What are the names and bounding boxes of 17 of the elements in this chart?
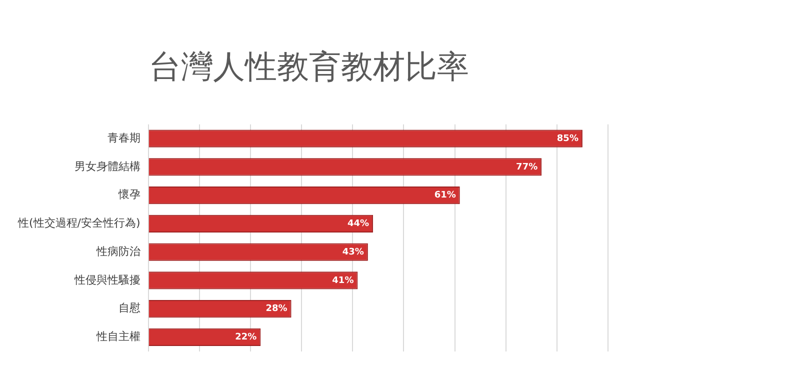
data-label: 77%: [516, 162, 538, 172]
data-label: 43%: [342, 247, 364, 258]
y-tick-label: 自慰: [118, 302, 140, 315]
data-label: 28%: [266, 304, 288, 314]
y-tick-label: 性(性交過程/安全性行為): [16, 216, 140, 230]
data-label: 41%: [332, 276, 354, 286]
chart-title: 台灣人性教育教材比率: [149, 48, 469, 86]
y-tick-label: 懷孕: [117, 188, 140, 202]
y-tick-label: 性病防治: [95, 244, 140, 258]
y-tick-label: 男女身體結構: [74, 160, 140, 173]
y-tick-label: 青春期: [107, 131, 140, 144]
y-tick-label: 性自主權: [95, 330, 140, 344]
data-label: 61%: [434, 190, 456, 201]
y-tick-label: 性侵與性騷擾: [73, 273, 140, 286]
data-label: 44%: [347, 219, 370, 230]
data-label: 85%: [556, 134, 578, 144]
data-label: 22%: [235, 332, 257, 343]
